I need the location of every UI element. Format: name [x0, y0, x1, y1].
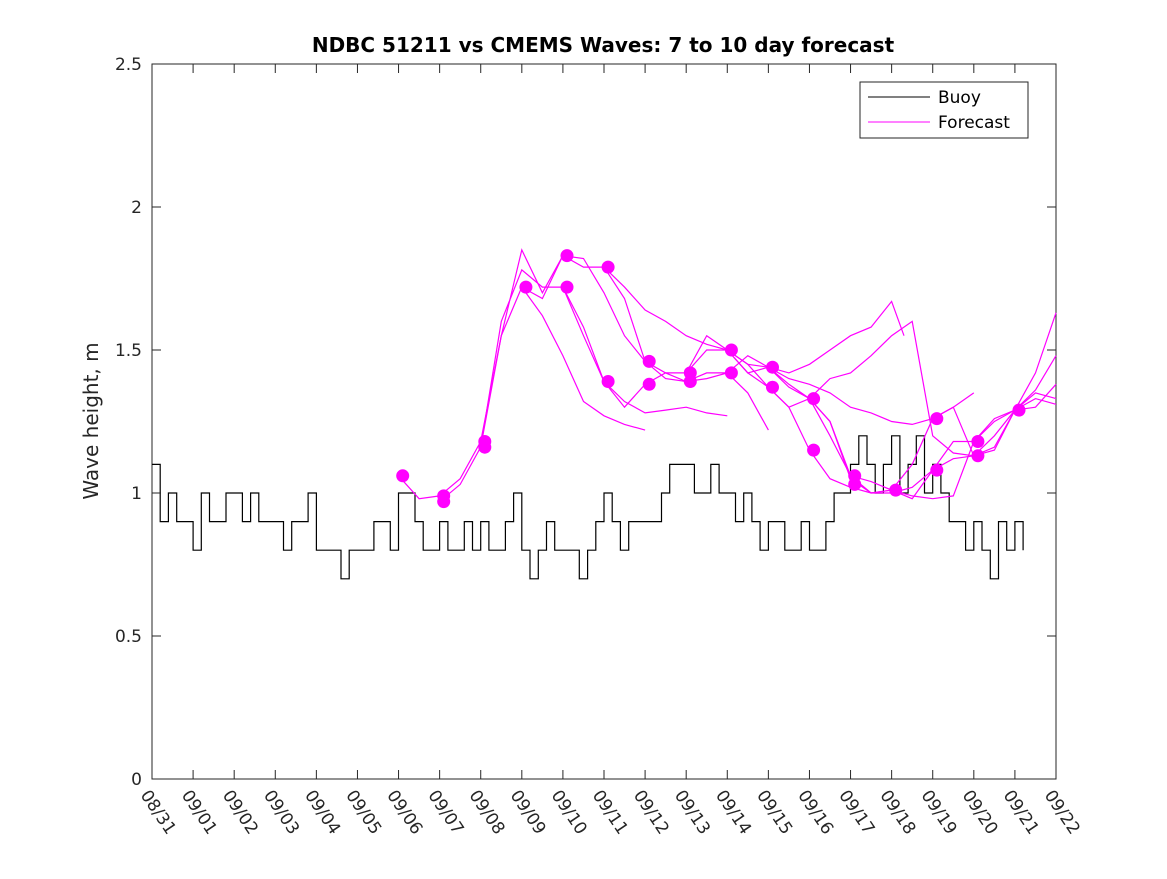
series-buoy-line [152, 435, 1024, 580]
forecast-marker [1012, 403, 1026, 417]
forecast-marker [724, 343, 738, 357]
forecast-marker [396, 469, 410, 483]
forecast-marker [642, 354, 656, 368]
forecast-marker [560, 280, 574, 294]
forecast-marker [601, 260, 615, 274]
legend-box [859, 81, 1029, 139]
series-forecast-line-10 [768, 300, 905, 374]
y-tick-label: 1 [131, 484, 142, 504]
y-tick-label: 2 [131, 198, 142, 218]
legend: Buoy Forecast [859, 81, 1029, 139]
data-layer [152, 248, 1057, 580]
forecast-marker [766, 380, 779, 394]
y-tick-label: 1.5 [115, 341, 142, 361]
chart-title: NDBC 51211 vs CMEMS Waves: 7 to 10 day f… [312, 33, 895, 57]
series-forecast-line-3 [480, 248, 769, 448]
plot-area [151, 63, 1057, 780]
y-axis-label: Wave height, m [79, 342, 103, 499]
y-tick-label: 2.5 [115, 55, 142, 75]
y-tick-label: 0 [131, 770, 142, 790]
forecast-marker [766, 360, 779, 374]
forecast-marker [724, 366, 738, 380]
forecast-marker [971, 435, 985, 448]
forecast-marker [848, 477, 862, 491]
forecast-marker [930, 463, 944, 477]
forecast-marker [683, 375, 697, 388]
forecast-marker [642, 377, 656, 391]
forecast-marker [601, 375, 615, 388]
forecast-marker [807, 392, 821, 406]
legend-label-buoy: Buoy [938, 88, 981, 108]
forecast-marker [560, 249, 574, 263]
forecast-marker [930, 412, 944, 426]
y-tick-label: 0.5 [115, 627, 142, 647]
forecast-marker [478, 435, 492, 448]
forecast-marker [971, 449, 985, 463]
forecast-marker [807, 443, 821, 457]
forecast-marker [889, 483, 903, 497]
legend-label-forecast: Forecast [938, 113, 1010, 133]
series-forecast-line-2 [439, 268, 728, 503]
forecast-marker [519, 280, 533, 294]
forecast-marker [437, 489, 451, 503]
